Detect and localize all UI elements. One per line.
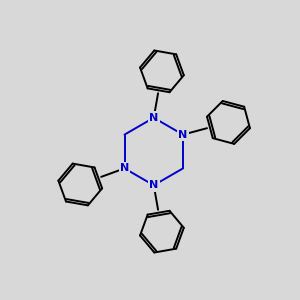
Text: N: N <box>149 113 158 123</box>
Text: N: N <box>120 164 129 173</box>
Text: N: N <box>149 180 158 190</box>
Text: N: N <box>178 130 188 140</box>
